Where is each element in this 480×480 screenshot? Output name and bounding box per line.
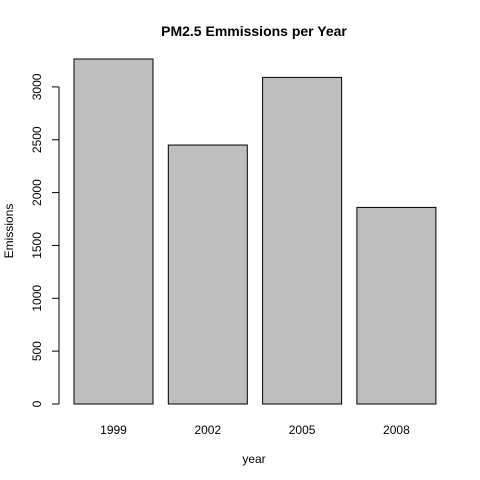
y-tick-label-2500: 2500 [30,126,44,153]
chart-title: PM2.5 Emmissions per Year [161,23,347,39]
x-tick-label-2005: 2005 [289,423,316,437]
y-tick-label-3000: 3000 [30,73,44,100]
bar-2008 [356,206,437,405]
y-tick-label-0: 0 [30,400,44,407]
x-tick-label-1999: 1999 [100,423,127,437]
bar-2002 [167,144,248,405]
x-tick-label-2002: 2002 [194,423,221,437]
y-tick-label-500: 500 [30,341,44,361]
x-tick-label-2008: 2008 [383,423,410,437]
y-tick-label-2000: 2000 [30,179,44,206]
y-tick-label-1500: 1500 [30,232,44,259]
bars-group [73,58,437,405]
x-axis-labels: 1999 2002 2005 2008 [100,423,410,437]
y-axis: 0 500 1000 1500 2000 2500 3000 [30,73,60,407]
bar-1999 [73,58,154,405]
y-axis-title: Emissions [2,204,16,259]
y-tick-label-1000: 1000 [30,285,44,312]
bar-2005 [262,76,343,405]
x-axis-title: year [242,452,265,466]
